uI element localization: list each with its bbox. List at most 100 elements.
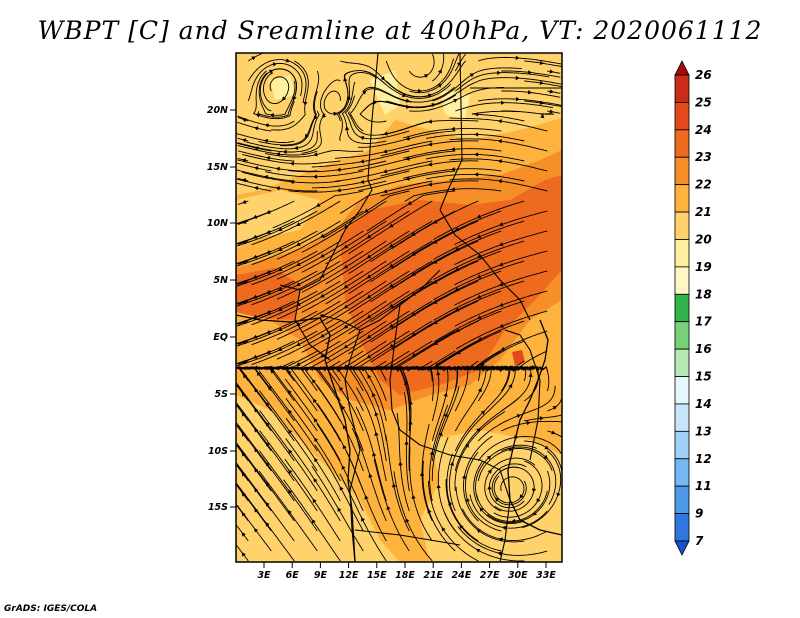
stream-arrow: [437, 69, 442, 74]
lat-label: 10N: [207, 218, 228, 229]
stream-arrow: [313, 417, 318, 423]
stream-arrow: [411, 494, 416, 500]
streamline: [547, 90, 561, 94]
stream-arrow: [389, 363, 394, 368]
stream-arrow: [304, 133, 309, 139]
stream-arrow: [527, 70, 533, 75]
grads-credit: GrADS: IGES/COLA: [4, 604, 98, 614]
stream-arrow: [254, 468, 259, 473]
stream-arrow: [265, 402, 270, 407]
lat-label: 10S: [208, 446, 228, 457]
stream-arrow: [366, 354, 372, 359]
stream-arrow: [242, 359, 247, 364]
stream-arrow: [333, 111, 338, 116]
stream-arrow: [264, 123, 269, 128]
streamline: [236, 404, 272, 452]
stream-arrow: [438, 431, 443, 437]
stream-arrow: [453, 98, 458, 103]
stream-arrow: [252, 254, 258, 259]
colorbar-swatch: [674, 321, 690, 350]
stream-arrow: [497, 179, 502, 184]
stream-arrow: [514, 435, 519, 440]
streamline: [236, 464, 272, 512]
stream-arrow: [268, 69, 274, 74]
stream-arrow: [361, 517, 365, 522]
stream-arrow: [303, 101, 308, 106]
stream-arrow: [277, 267, 283, 272]
stream-arrow: [277, 287, 283, 292]
stream-arrow: [443, 392, 448, 397]
stream-arrow: [427, 508, 432, 514]
stream-arrow: [277, 327, 283, 332]
stream-arrow: [254, 428, 259, 433]
stream-arrow: [536, 498, 541, 503]
stream-arrow: [343, 324, 349, 329]
map-frame: [235, 52, 563, 563]
lon-label: 3E: [257, 570, 271, 581]
stream-arrow: [296, 282, 301, 286]
longitude-axis: 3E 6E 9E 12E 15E 18E 21E 24E 27E 30E 33E: [257, 562, 556, 581]
lon-label: 24E: [452, 570, 472, 581]
field-24: [512, 350, 525, 366]
stream-arrow: [508, 447, 514, 452]
stream-arrow: [539, 416, 544, 421]
stream-arrow: [364, 495, 369, 500]
stream-arrow: [366, 334, 372, 339]
stream-arrow: [241, 138, 247, 143]
stream-arrow: [532, 511, 537, 516]
stream-arrow: [480, 361, 485, 367]
stream-arrow: [251, 56, 256, 61]
stream-arrow: [364, 208, 369, 213]
colorbar-swatch: [674, 403, 690, 432]
lon-label: 18E: [395, 570, 415, 581]
stream-arrow: [549, 89, 554, 94]
colorbar-bottom-arrow: [674, 540, 690, 556]
streamline: [236, 366, 272, 412]
stream-arrow: [434, 362, 440, 367]
stream-arrow: [389, 223, 394, 228]
stream-arrow: [477, 387, 482, 393]
stream-arrow: [405, 176, 410, 181]
stream-arrow: [408, 420, 413, 425]
stream-arrow: [265, 522, 270, 527]
stream-arrow: [476, 234, 482, 239]
stream-arrow: [316, 202, 321, 207]
stream-arrow: [241, 532, 246, 537]
lat-label: 5N: [213, 275, 228, 286]
stream-arrow: [401, 93, 407, 98]
stream-arrow: [516, 414, 522, 419]
stream-arrow: [343, 77, 348, 82]
stream-arrow: [275, 186, 280, 191]
stream-arrow: [342, 444, 347, 450]
stream-arrow: [552, 405, 557, 410]
stream-arrow: [549, 69, 554, 74]
stream-arrow: [526, 420, 531, 426]
streamline: [237, 121, 272, 132]
stream-arrow: [539, 60, 544, 66]
stream-arrow: [287, 370, 292, 375]
stream-arrow: [265, 481, 270, 487]
colorbar-label: 14: [695, 397, 712, 411]
stream-arrow: [411, 291, 416, 296]
stream-arrow: [242, 259, 247, 264]
stream-arrow: [275, 166, 280, 172]
stream-arrow: [269, 113, 274, 118]
stream-arrow: [285, 58, 291, 63]
stream-arrow: [337, 507, 342, 512]
stream-arrow: [289, 161, 294, 166]
stream-arrow: [456, 61, 461, 66]
colorbar-swatch: [674, 184, 690, 213]
streamline: [360, 366, 410, 412]
streamline: [236, 442, 295, 522]
streamlines: [236, 53, 562, 562]
stream-arrow: [371, 392, 376, 398]
stream-arrow: [515, 55, 520, 61]
stream-arrow: [255, 113, 261, 118]
stream-arrow: [254, 448, 259, 453]
stream-arrow: [499, 323, 504, 328]
stream-arrow: [487, 485, 492, 490]
colorbar: 26 25 24 23 22 21 20 19 18 17 16 15 14 13 12 11 9 7: [674, 60, 712, 556]
colorbar-label: 25: [695, 95, 712, 109]
stream-arrow: [366, 234, 372, 239]
stream-arrow: [343, 244, 349, 249]
